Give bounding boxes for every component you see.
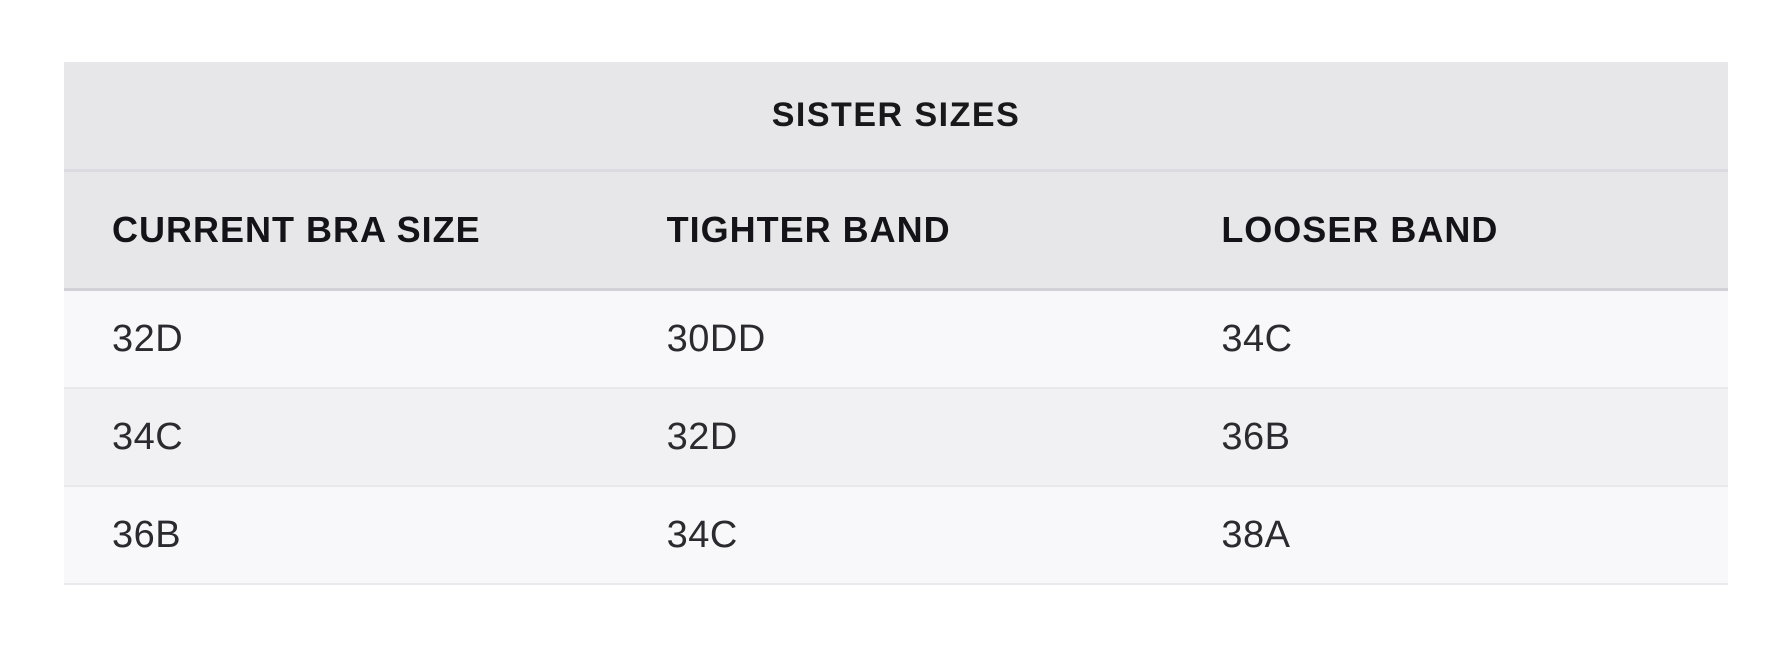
cell-tighter-band: 30DD: [666, 317, 766, 360]
column-header-current-bra-size: CURRENT BRA SIZE: [112, 209, 481, 250]
sister-sizes-table: SISTER SIZES CURRENT BRA SIZE TIGHTER BA…: [64, 62, 1728, 585]
table-header-row: CURRENT BRA SIZE TIGHTER BAND LOOSER BAN…: [64, 172, 1728, 291]
column-header-tighter-band: TIGHTER BAND: [666, 209, 951, 250]
table-title-row: SISTER SIZES: [64, 62, 1728, 172]
column-header-looser-band: LOOSER BAND: [1221, 209, 1499, 250]
cell-current-bra-size: 34C: [112, 415, 184, 458]
cell-looser-band: 38A: [1221, 513, 1291, 556]
table-row: 34C 32D 36B: [64, 389, 1728, 487]
cell-looser-band: 36B: [1221, 415, 1291, 458]
cell-current-bra-size: 32D: [112, 317, 184, 360]
table-row: 36B 34C 38A: [64, 487, 1728, 585]
cell-current-bra-size: 36B: [112, 513, 182, 556]
cell-tighter-band: 32D: [666, 415, 738, 458]
cell-tighter-band: 34C: [666, 513, 738, 556]
cell-looser-band: 34C: [1221, 317, 1293, 360]
table-row: 32D 30DD 34C: [64, 291, 1728, 389]
table-title: SISTER SIZES: [771, 96, 1021, 134]
